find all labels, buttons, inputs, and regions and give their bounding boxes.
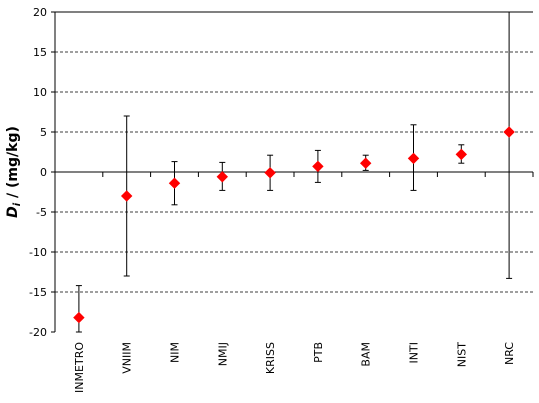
y-tick-label: 10	[33, 86, 47, 99]
x-tick-label: BAM	[360, 342, 373, 367]
data-markers	[73, 126, 515, 324]
y-tick-label: 15	[33, 46, 47, 59]
y-tick-label: 20	[33, 6, 47, 19]
y-tick-labels: -20 -15 -10 -5 0 5 10 15 20	[29, 6, 47, 339]
y-axis-label: Di / (mg/kg)	[5, 126, 23, 218]
data-point	[455, 148, 468, 161]
x-tick-label: VNIIM	[121, 342, 134, 374]
y-tick-label: -15	[29, 286, 47, 299]
y-tick-label: 0	[40, 166, 47, 179]
x-tick-label: INTI	[408, 342, 421, 363]
data-point	[264, 167, 276, 179]
data-point	[312, 160, 324, 173]
x-tick-label: NRC	[503, 342, 516, 365]
data-point	[216, 171, 229, 183]
x-tick-label: NMIJ	[216, 342, 229, 366]
y-tick-label: -10	[29, 246, 47, 259]
data-point	[73, 311, 85, 324]
x-tick-label: NIST	[455, 342, 468, 367]
data-point	[120, 190, 133, 202]
data-point	[168, 177, 181, 189]
y-axis-label-symbol: D	[5, 206, 21, 218]
y-axis-label-rest: / (mg/kg)	[5, 126, 21, 203]
x-tick-label: PTB	[312, 342, 325, 363]
axes	[51, 11, 534, 333]
y-axis-label-subscript: i	[12, 202, 23, 206]
data-point	[407, 152, 420, 165]
y-tick-label: -5	[36, 206, 47, 219]
x-tick-labels: INMETRO VNIIM NIM NMIJ KRISS PTB BAM INTI NIST NR…	[73, 342, 516, 393]
data-point	[359, 157, 372, 169]
y-tick-label: -20	[29, 326, 47, 339]
data-point	[503, 126, 515, 138]
y-tick-label: 5	[40, 126, 47, 139]
x-tick-label: INMETRO	[73, 342, 86, 393]
x-tick-label: KRISS	[264, 342, 277, 374]
x-tick-label: NIM	[169, 342, 182, 363]
